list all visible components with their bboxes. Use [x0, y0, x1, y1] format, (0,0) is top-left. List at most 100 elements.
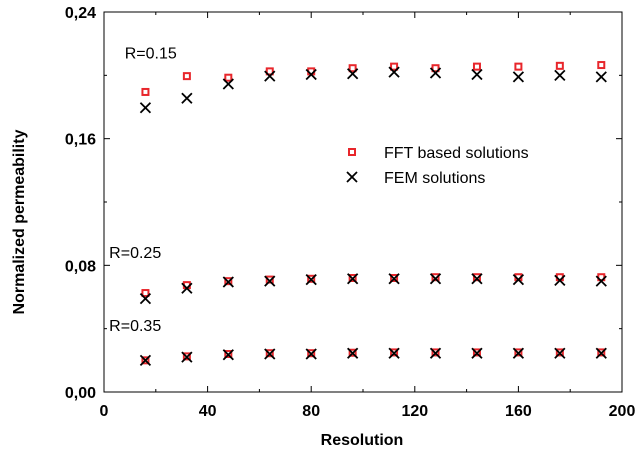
y-tick-label: 0,08 — [65, 258, 96, 275]
fft-square-marker — [390, 348, 399, 357]
fem-x-stroke — [429, 67, 442, 79]
x-tick-label: 200 — [609, 403, 636, 420]
fem-x-stroke — [512, 347, 525, 359]
fft-square-marker — [348, 64, 357, 73]
fft-square-marker — [224, 277, 233, 286]
fem-x-stroke — [595, 347, 607, 359]
radius-label: R=0.25 — [109, 245, 161, 262]
x-tick-label: 160 — [505, 403, 532, 420]
fft-square-marker — [307, 274, 316, 283]
fem-x-marker — [429, 347, 442, 359]
fem-x-marker — [222, 276, 234, 288]
fem-x-marker — [139, 102, 152, 114]
fem-x-marker — [222, 349, 234, 361]
fem-x-stroke — [222, 78, 234, 90]
fft-square-marker — [431, 348, 440, 357]
fem-x-stroke — [264, 70, 276, 82]
x-tick-label: 40 — [199, 403, 217, 420]
fft-square-marker — [390, 62, 399, 71]
fft-square-marker — [348, 348, 357, 357]
fem-x-marker — [595, 347, 607, 359]
fem-x-marker — [429, 273, 442, 285]
fem-x-marker — [388, 347, 400, 359]
fem-x-marker — [471, 68, 483, 81]
fem-x-stroke — [181, 351, 193, 363]
fft-square-marker — [390, 274, 399, 282]
axis-tick-labels: 0 40 80 120 160 200 0,00 0,08 0,16 0,24 — [65, 5, 636, 420]
fem-x-marker — [347, 68, 359, 80]
fem-x-marker — [264, 275, 276, 287]
fem-x-marker — [595, 275, 607, 287]
fem-x-marker — [512, 273, 525, 286]
fft-square-marker — [182, 72, 191, 81]
fem-x-marker — [347, 347, 359, 359]
fem-x-marker — [181, 92, 193, 104]
fem-x-stroke — [181, 282, 193, 294]
fft-square-marker — [555, 348, 564, 357]
x-axis-title: Resolution — [321, 432, 404, 449]
fem-x-stroke — [264, 348, 276, 360]
fem-x-marker — [305, 68, 317, 81]
fem-x-stroke — [554, 274, 566, 287]
fft-square-marker — [555, 61, 564, 70]
fem-x-stroke — [388, 273, 400, 285]
fft-square-marker — [514, 348, 523, 357]
fem-x-stroke — [429, 347, 442, 359]
plot-area — [103, 11, 623, 393]
fem-x-marker — [264, 70, 276, 82]
legend-label-fem: FEM solutions — [384, 170, 485, 187]
fem-x-stroke — [264, 275, 276, 287]
fem-x-stroke — [595, 71, 607, 83]
fem-x-marker — [346, 171, 358, 183]
fft-square-marker — [431, 273, 440, 282]
fem-x-marker — [222, 78, 234, 90]
fem-x-stroke — [222, 276, 234, 288]
fft-square-marker — [597, 61, 606, 70]
fem-x-marker — [512, 347, 525, 359]
fem-x-marker — [554, 347, 566, 359]
fem-x-marker — [429, 67, 442, 79]
fem-x-stroke — [139, 354, 152, 366]
fft-square-marker — [182, 352, 191, 361]
fem-x-stroke — [305, 68, 317, 81]
fem-x-stroke — [222, 349, 234, 361]
fem-x-marker — [305, 273, 317, 286]
fem-x-stroke — [554, 347, 566, 359]
fem-x-stroke — [305, 348, 317, 360]
fem-x-stroke — [388, 347, 400, 359]
fft-square-marker — [265, 349, 274, 358]
fem-x-stroke — [471, 347, 483, 359]
fem-x-marker — [139, 292, 152, 305]
data-markers — [139, 61, 607, 366]
fem-x-stroke — [305, 273, 317, 286]
fem-x-stroke — [139, 292, 152, 305]
x-tick-label: 80 — [302, 403, 320, 420]
y-tick-label: 0,24 — [65, 5, 96, 22]
fft-square-marker — [472, 273, 481, 282]
fft-square-marker — [265, 275, 274, 284]
fem-x-stroke — [595, 275, 607, 287]
fem-x-stroke — [471, 68, 483, 81]
fem-x-stroke — [388, 66, 400, 78]
fft-square-marker — [224, 350, 233, 358]
axis-ticks — [103, 11, 623, 393]
annotations: R=0.15 R=0.25 R=0.35 — [109, 46, 177, 335]
legend: FFT based solutions FEM solutions — [346, 145, 529, 187]
fft-square-marker — [348, 274, 357, 282]
fft-square-marker — [141, 87, 150, 96]
fem-x-stroke — [347, 68, 359, 80]
fem-x-marker — [554, 69, 566, 81]
fem-x-marker — [595, 71, 607, 83]
fem-x-marker — [388, 273, 400, 285]
fem-x-marker — [512, 71, 525, 83]
fem-x-marker — [181, 351, 193, 363]
fem-x-stroke — [512, 273, 525, 286]
fft-square-marker — [141, 356, 150, 365]
fft-square-marker — [472, 348, 481, 357]
fem-x-marker — [347, 273, 359, 285]
plot-border — [103, 11, 623, 393]
x-tick-label: 0 — [100, 403, 109, 420]
fem-x-stroke — [181, 92, 193, 104]
legend-label-fft: FFT based solutions — [384, 145, 529, 162]
fem-x-stroke — [554, 69, 566, 81]
